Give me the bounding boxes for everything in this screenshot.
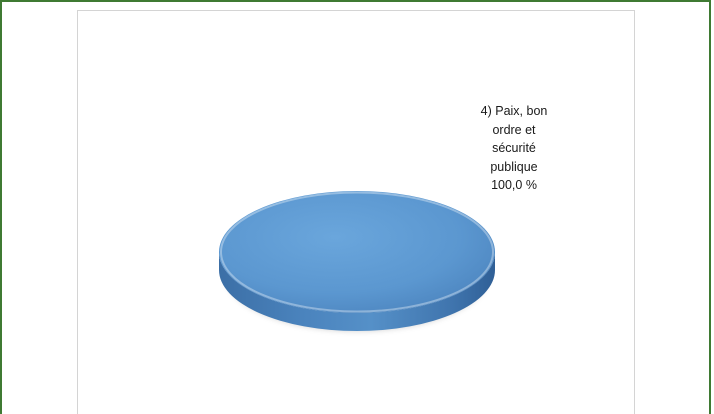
- data-label-line-4: publique: [490, 159, 538, 174]
- pie-slice: [219, 191, 495, 331]
- data-label-line-1: 4) Paix, bon: [480, 104, 548, 118]
- data-label-line-5: 100,0 %: [491, 178, 537, 192]
- data-label-line-3: sécurité: [492, 141, 536, 155]
- data-label-line-2: ordre et: [492, 122, 536, 137]
- pie-slice-side: [219, 252, 495, 331]
- pie-slice-bevel: [220, 191, 494, 313]
- slice-data-label: 4) Paix, bon ordre et sécurité publique …: [466, 102, 562, 195]
- pie-slice-top: [219, 191, 495, 313]
